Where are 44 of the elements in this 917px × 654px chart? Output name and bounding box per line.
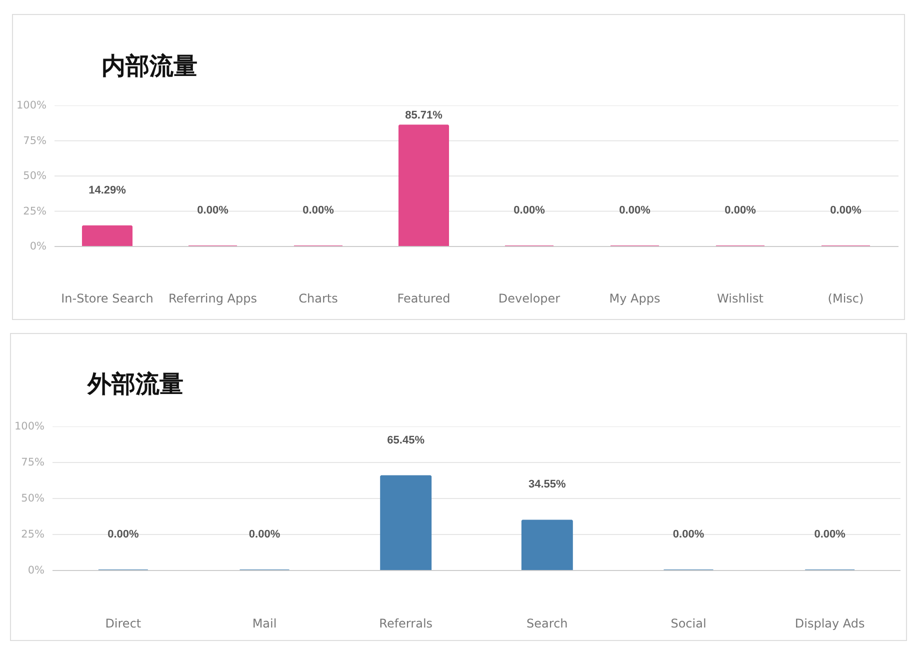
x-tick-label: Referrals bbox=[379, 616, 433, 630]
x-tick-label: Developer bbox=[498, 292, 560, 306]
x-tick-label: Featured bbox=[397, 292, 450, 306]
data-label: 34.55% bbox=[528, 478, 566, 491]
x-tick-label: Direct bbox=[105, 616, 142, 630]
y-tick-label: 25% bbox=[23, 205, 47, 218]
bar bbox=[82, 225, 133, 246]
data-label: 0.00% bbox=[814, 528, 846, 540]
y-tick-label: 0% bbox=[28, 564, 45, 576]
x-tick-label: My Apps bbox=[609, 292, 660, 306]
x-tick-label: Wishlist bbox=[717, 292, 764, 306]
data-label: 14.29% bbox=[88, 184, 126, 196]
x-tick-label: Referring Apps bbox=[168, 292, 258, 306]
x-tick-label: Search bbox=[526, 616, 568, 630]
y-tick-label: 50% bbox=[23, 170, 47, 182]
data-label: 0.00% bbox=[514, 204, 546, 216]
data-label: 0.00% bbox=[619, 204, 651, 216]
data-label: 0.00% bbox=[197, 204, 229, 216]
bar bbox=[398, 124, 450, 246]
data-label: 65.45% bbox=[387, 434, 425, 446]
y-tick-label: 50% bbox=[21, 492, 45, 504]
data-label: 85.71% bbox=[405, 110, 443, 122]
data-label: 0.00% bbox=[302, 204, 334, 216]
data-label: 0.00% bbox=[672, 528, 704, 540]
bar bbox=[380, 475, 432, 570]
x-tick-label: In-Store Search bbox=[61, 292, 154, 306]
bar bbox=[521, 520, 573, 570]
y-tick-label: 0% bbox=[30, 240, 47, 252]
chart-title: 外部流量 bbox=[86, 370, 184, 398]
y-tick-label: 25% bbox=[21, 528, 45, 540]
y-tick-label: 75% bbox=[21, 456, 45, 468]
data-label: 0.00% bbox=[724, 204, 756, 216]
y-tick-label: 100% bbox=[14, 420, 45, 432]
x-tick-label: Mail bbox=[252, 616, 277, 630]
x-tick-label: Charts bbox=[298, 292, 338, 306]
x-tick-label: Social bbox=[670, 616, 706, 630]
data-label: 0.00% bbox=[830, 204, 862, 216]
y-tick-label: 75% bbox=[23, 134, 47, 147]
x-tick-label: Display Ads bbox=[794, 616, 865, 630]
data-label: 0.00% bbox=[108, 528, 139, 540]
y-tick-label: 100% bbox=[16, 100, 47, 112]
x-tick-label: (Misc) bbox=[828, 292, 864, 306]
data-label: 0.00% bbox=[248, 528, 280, 540]
chart-title: 内部流量 bbox=[102, 52, 198, 80]
